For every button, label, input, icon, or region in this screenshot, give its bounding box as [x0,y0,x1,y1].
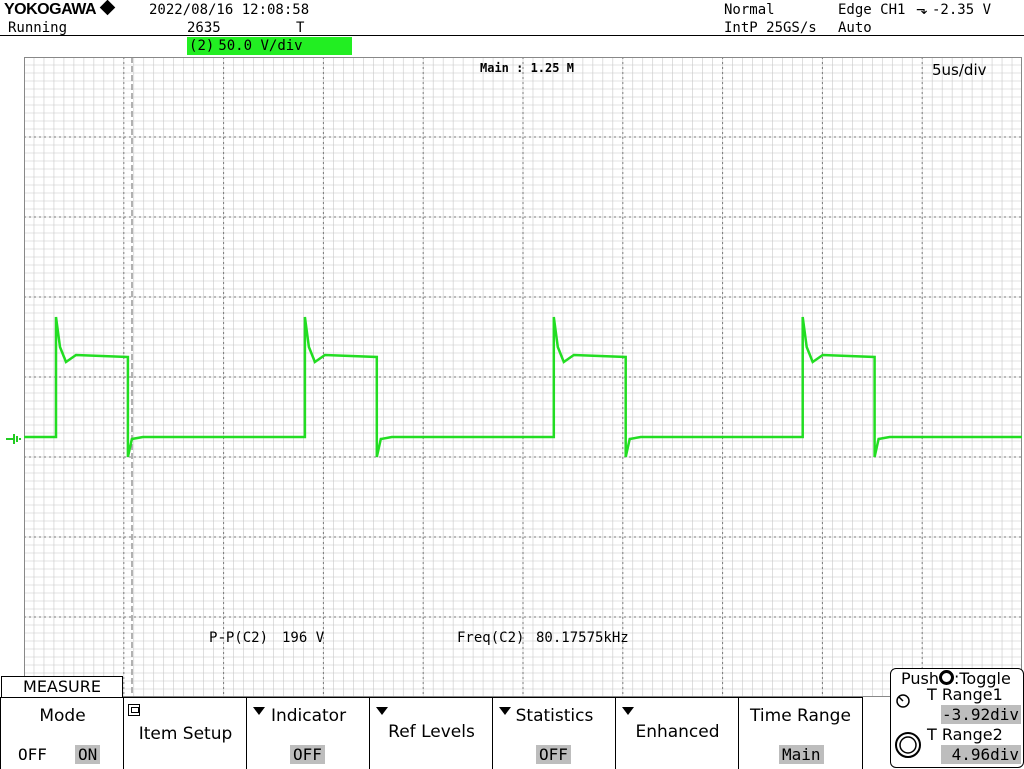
mode-off: OFF [18,745,47,764]
pp-value: 196 V [282,630,325,646]
dropdown-icon [499,707,511,715]
t-range1-label: T Range1 [927,685,1003,704]
freq-label: Freq(C2) [457,630,525,646]
dropdown-icon [376,707,388,715]
item-setup-label: Item Setup [138,724,233,744]
channel-circle-icon: (2) [189,38,215,54]
channel-scale: 50.0 V/div [218,38,303,54]
mode-label: Mode [39,706,86,726]
statistics-label: Statistics [515,706,594,726]
time-range-value: Main [779,745,824,764]
enhanced-label: Enhanced [635,722,720,742]
falling-edge-icon: ⬎ [916,2,928,18]
small-knob-icon [896,693,910,712]
freq-value: 80.17575kHz [536,630,629,646]
time-range-label: Time Range [750,706,851,726]
zoom-label: Main : 1.25 M [480,61,574,75]
enhanced-softkey[interactable]: Enhanced [615,697,739,769]
ch2-trace [24,316,1022,458]
push-toggle-label: Push:Toggle [901,669,1011,688]
dropdown-icon [622,707,634,715]
time-range-softkey[interactable]: Time Range Main [738,697,863,769]
pp-label: P-P(C2) [209,630,269,646]
grid-major [24,57,1022,697]
sample-rate: IntP 25GS/s [724,20,817,36]
datetime: 2022/08/16 12:08:58 [149,2,310,18]
statistics-value: OFF [536,745,571,764]
brand-logo: YOKOGAWA [4,0,116,18]
timebase-label: 5us/div [932,61,987,79]
trigger-mode: Normal [724,2,775,18]
ground-marker-icon [6,431,22,450]
indicator-value: OFF [290,745,325,764]
ref-levels-label: Ref Levels [388,722,475,742]
mode-softkey[interactable]: Mode OFF ON [0,697,124,769]
acquisition-count: 2635 [187,20,221,36]
diamond-icon [99,0,116,16]
trigger-position-icon: T̲ [296,20,313,36]
t-range2-label: T Range2 [927,725,1003,744]
screen-border [24,57,1022,697]
window-icon [128,704,140,716]
header-divider [0,35,1024,36]
item-setup-softkey[interactable]: Item Setup [123,697,247,769]
run-state: Running [8,20,68,36]
waveform-display[interactable] [24,57,1022,697]
t-range-panel[interactable]: Push:Toggle T Range1 -3.92div T Range2 4… [890,668,1024,768]
dropdown-icon [253,707,265,715]
trigger-source: Edge CH1 [838,2,906,18]
trigger-level: -2.35 V [932,2,992,18]
mode-on: ON [75,745,101,764]
indicator-label: Indicator [270,706,347,726]
knob-dot-icon [938,670,954,685]
t-range1-value: -3.92div [941,705,1021,724]
indicator-softkey[interactable]: Indicator OFF [246,697,370,769]
statistics-softkey[interactable]: Statistics OFF [492,697,616,769]
t-range2-value: 4.96div [941,745,1021,764]
large-knob-icon [894,731,922,763]
channel-badge[interactable]: (2) 50.0 V/div [187,37,352,55]
ref-levels-softkey[interactable]: Ref Levels [369,697,493,769]
trigger-setting: Auto [838,20,872,36]
menu-title: MEASURE [1,676,123,698]
